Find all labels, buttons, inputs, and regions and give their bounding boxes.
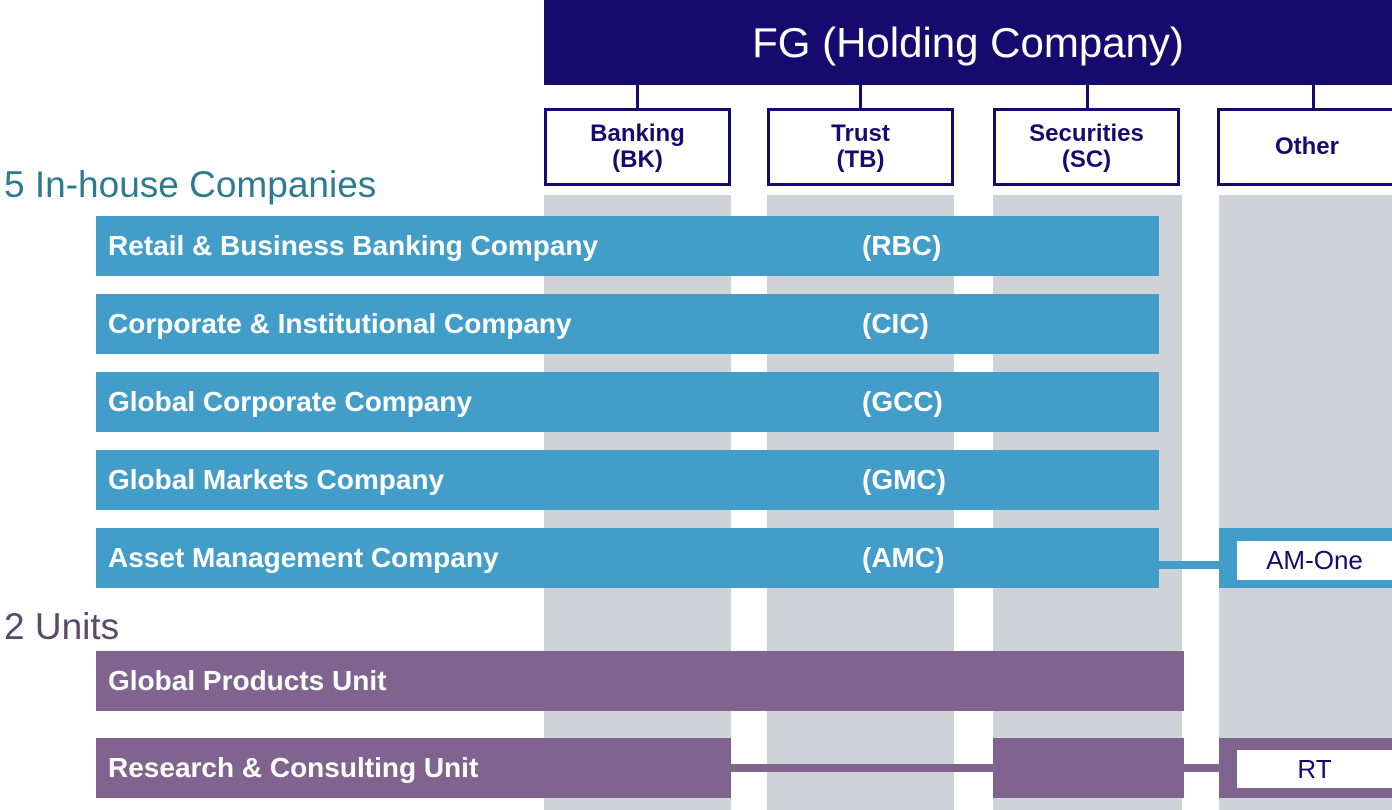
unit-name: Global Products Unit: [108, 665, 387, 696]
company-code: (GCC): [862, 386, 943, 417]
company-bar: Asset Management Company (AMC): [96, 528, 1159, 588]
column-box: Securities (SC): [993, 108, 1180, 186]
holding-title: FG (Holding Company): [752, 18, 1184, 66]
connector: [636, 85, 639, 108]
company-name: Global Corporate Company: [108, 386, 473, 417]
holding-company: FG (Holding Company): [544, 0, 1392, 85]
column-code: (TB): [836, 146, 885, 173]
column-code: (SC): [1061, 146, 1112, 173]
section-heading: 5 In-house Companies: [4, 164, 377, 205]
company-code: (GMC): [862, 464, 946, 495]
affiliate-box: RT: [1237, 750, 1392, 788]
column-name: Trust: [831, 120, 890, 147]
link-line: [731, 764, 993, 772]
column-box: Trust (TB): [767, 108, 954, 186]
company-name: Corporate & Institutional Company: [108, 308, 572, 339]
company-name: Asset Management Company: [108, 542, 499, 573]
company-bar: Global Corporate Company (GCC): [96, 372, 1159, 432]
company-bar: Corporate & Institutional Company (CIC): [96, 294, 1159, 354]
connector: [859, 85, 862, 108]
company-code: (AMC): [862, 542, 945, 573]
column-box: Other: [1217, 108, 1392, 186]
unit-segment: [993, 738, 1184, 798]
company-bar: Global Markets Company (GMC): [96, 450, 1159, 510]
unit-bar: Research & Consulting Unit: [96, 738, 731, 798]
section-heading: 2 Units: [4, 606, 120, 647]
unit-bar: Global Products Unit: [96, 651, 1184, 711]
column-name: Securities: [1029, 120, 1144, 147]
company-name: Global Markets Company: [108, 464, 445, 495]
column-box: Banking (BK): [544, 108, 731, 186]
company-code: (RBC): [862, 230, 942, 261]
company-name: Retail & Business Banking Company: [108, 230, 599, 261]
column-name: Banking: [590, 120, 685, 147]
connector: [1086, 85, 1089, 108]
company-code: (CIC): [862, 308, 929, 339]
column-name: Other: [1274, 133, 1339, 160]
unit-name: Research & Consulting Unit: [108, 752, 479, 783]
column-band: [1219, 195, 1392, 810]
company-bar: Retail & Business Banking Company (RBC): [96, 216, 1159, 276]
connector: [1312, 85, 1315, 108]
link-line: [1184, 764, 1219, 772]
link-line: [1159, 561, 1219, 569]
column-code: (BK): [612, 146, 663, 173]
affiliate-box: AM-One: [1237, 541, 1392, 580]
